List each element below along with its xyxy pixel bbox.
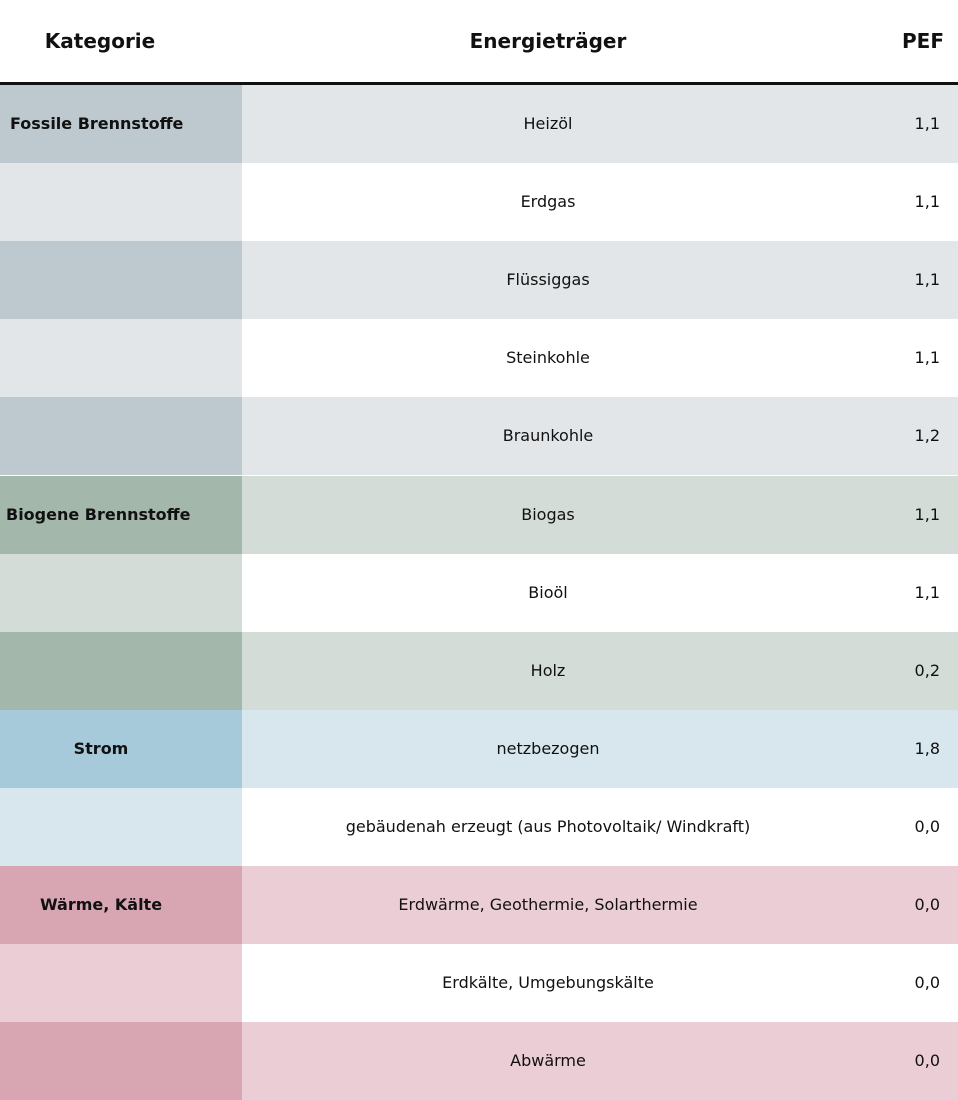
category-cell — [0, 319, 242, 398]
pef-cell: 1,1 — [914, 114, 940, 133]
carrier-cell: Flüssiggas — [506, 270, 590, 290]
table-row: Abwärme 0,0 — [0, 1022, 958, 1100]
pef-cell: 0,2 — [914, 660, 940, 680]
carrier-cell: Holz — [530, 660, 566, 680]
table-row: Erdkälte, Umgebungskälte 0,0 — [0, 944, 958, 1023]
pef-cell: 1,1 — [914, 348, 940, 368]
carrier-cell: netzbezogen — [496, 738, 600, 758]
table-row: Erdgas 1,1 — [0, 163, 958, 242]
table-row: Flüssiggas 1,1 — [0, 241, 958, 320]
table-row: Braunkohle 1,2 — [0, 397, 958, 476]
category-cell — [0, 1022, 242, 1100]
category-cell: Biogene Brennstoffe — [0, 475, 242, 554]
pef-cell: 0,0 — [914, 1051, 940, 1071]
category-cell: Strom — [0, 709, 242, 788]
pef-cell: 0,0 — [914, 895, 940, 914]
table-row: Wärme, Kälte Erdwärme, Geothermie, Solart… — [0, 866, 958, 944]
header-pef: PEF — [902, 29, 944, 53]
table-row: Biogene Brennstoffe Biogas 1,1 — [0, 475, 958, 554]
table-row: gebäudenah erzeugt (aus Photovoltaik/ Wi… — [0, 787, 958, 866]
category-cell — [0, 163, 242, 242]
category-cell: Wärme, Kälte — [0, 866, 242, 944]
table-row: Holz 0,2 — [0, 631, 958, 710]
category-cell — [0, 787, 242, 866]
category-cell: Fossile Brennstoffe — [0, 85, 242, 163]
category-cell — [0, 397, 242, 476]
pef-cell: 1,8 — [914, 738, 940, 758]
table-row: Fossile Brennstoffe Heizöl 1,1 — [0, 85, 958, 163]
pef-cell: 0,0 — [914, 973, 940, 993]
pef-cell: 1,1 — [914, 270, 940, 290]
pef-cell: 1,1 — [914, 504, 940, 524]
category-cell — [0, 553, 242, 632]
header-category: Kategorie — [44, 29, 156, 53]
carrier-cell: Erdkälte, Umgebungskälte — [442, 973, 654, 993]
carrier-cell: Bioöl — [528, 582, 568, 602]
header-carrier: Energieträger — [469, 29, 627, 53]
pef-cell: 0,0 — [914, 816, 940, 836]
category-cell — [0, 241, 242, 320]
carrier-cell: Heizöl — [523, 114, 573, 133]
category-cell — [0, 631, 242, 710]
table-row: Steinkohle 1,1 — [0, 319, 958, 398]
carrier-cell: Erdwärme, Geothermie, Solarthermie — [398, 895, 698, 914]
carrier-cell: Erdgas — [520, 192, 576, 212]
table-header: Kategorie Energieträger PEF — [0, 0, 958, 85]
table-row: Strom netzbezogen 1,8 — [0, 709, 958, 788]
pef-cell: 1,1 — [914, 582, 940, 602]
carrier-cell: Biogas — [521, 504, 575, 524]
carrier-cell: Abwärme — [510, 1051, 586, 1071]
category-cell — [0, 944, 242, 1023]
carrier-cell: gebäudenah erzeugt (aus Photovoltaik/ Wi… — [345, 816, 751, 836]
carrier-cell: Braunkohle — [502, 426, 594, 446]
table-row: Bioöl 1,1 — [0, 553, 958, 632]
pef-cell: 1,1 — [914, 192, 940, 212]
pef-cell: 1,2 — [914, 426, 940, 446]
carrier-cell: Steinkohle — [506, 348, 590, 368]
